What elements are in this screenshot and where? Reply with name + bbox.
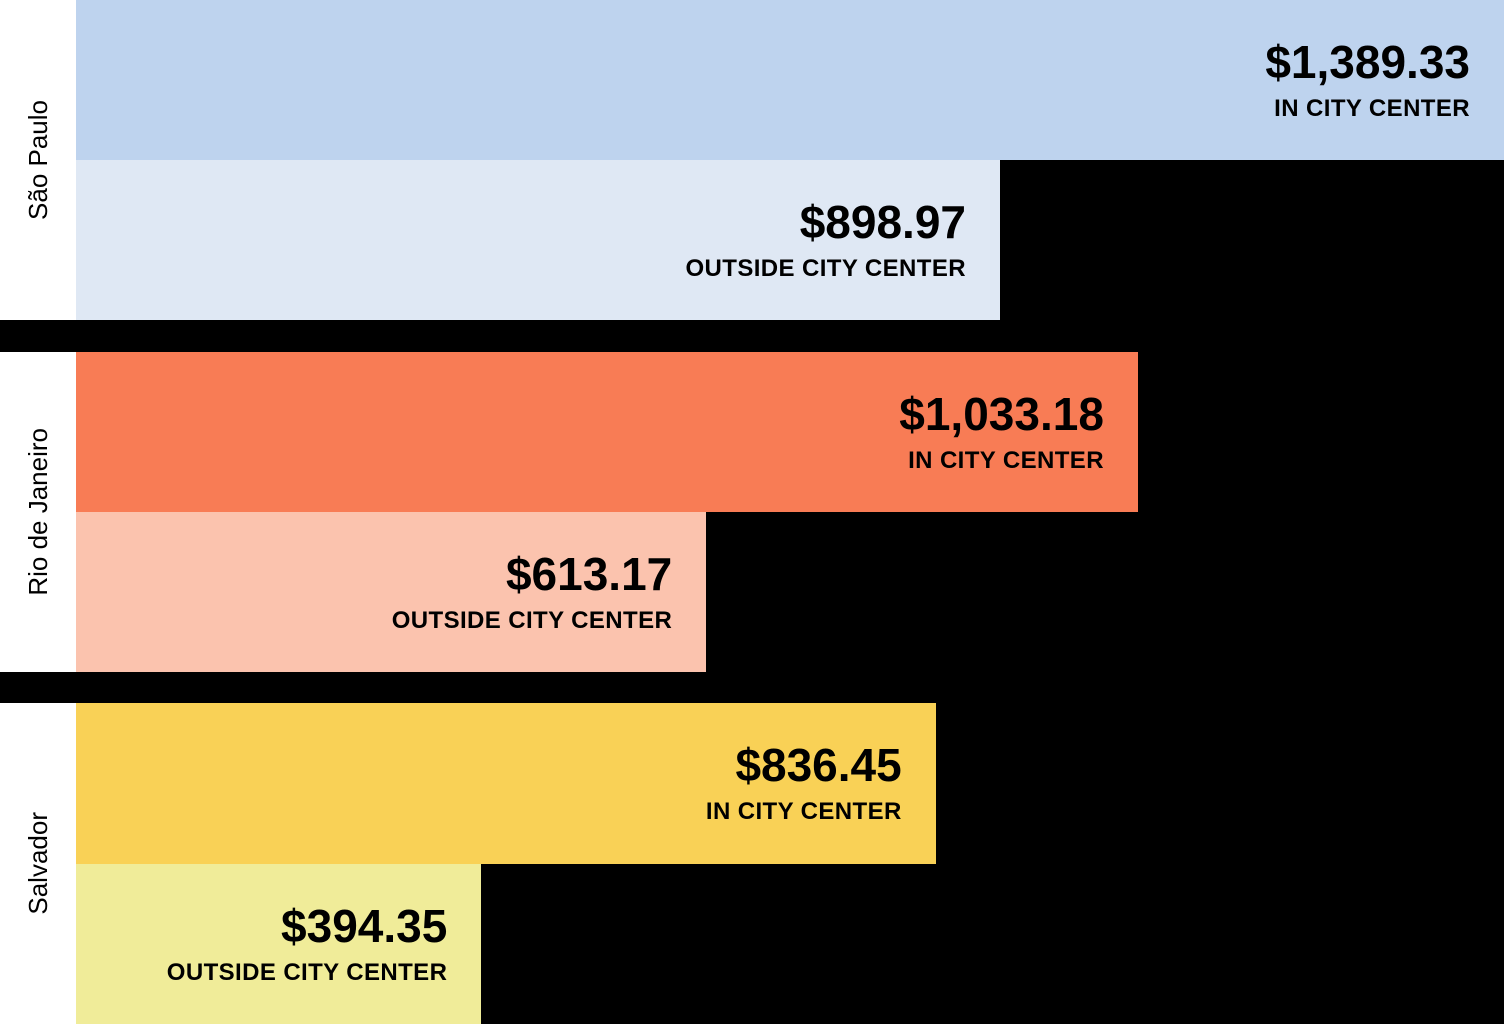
bar-series-label: OUTSIDE CITY CENTER: [685, 254, 966, 282]
bar-series-label: IN CITY CENTER: [1274, 94, 1470, 122]
city-label: São Paulo: [22, 100, 53, 220]
bar-series-label: OUTSIDE CITY CENTER: [166, 958, 448, 986]
city-group-salvador: Salvador $836.45 IN CITY CENTER $394.35 …: [0, 703, 1504, 1024]
bar-value-label: $836.45: [735, 739, 902, 792]
bars-column: $1,389.33 IN CITY CENTER $898.97 OUTSIDE…: [76, 0, 1504, 320]
bar-in-city-center: $1,389.33 IN CITY CENTER: [76, 0, 1504, 160]
bar-outside-city-center: $394.35 OUTSIDE CITY CENTER: [76, 863, 482, 1024]
bar-outside-city-center: $898.97 OUTSIDE CITY CENTER: [76, 160, 1000, 320]
bar-series-label: IN CITY CENTER: [908, 446, 1104, 474]
bar-in-city-center: $1,033.18 IN CITY CENTER: [76, 352, 1138, 512]
bar-value-label: $1,033.18: [899, 388, 1104, 441]
bars-column: $836.45 IN CITY CENTER $394.35 OUTSIDE C…: [76, 703, 1504, 1024]
bar-value-label: $613.17: [505, 548, 673, 601]
bar-outside-city-center: $613.17 OUTSIDE CITY CENTER: [76, 512, 707, 672]
city-axis-strip: Rio de Janeiro: [0, 352, 76, 672]
city-group-rio-de-janeiro: Rio de Janeiro $1,033.18 IN CITY CENTER …: [0, 352, 1504, 672]
city-axis-strip: Salvador: [0, 703, 76, 1024]
city-group-sao-paulo: São Paulo $1,389.33 IN CITY CENTER $898.…: [0, 0, 1504, 320]
bar-value-label: $394.35: [281, 899, 448, 952]
bar-value-label: $898.97: [799, 196, 966, 249]
city-label: Rio de Janeiro: [22, 428, 53, 596]
city-axis-strip: São Paulo: [0, 0, 76, 320]
bar-in-city-center: $836.45 IN CITY CENTER: [76, 703, 936, 864]
bars-column: $1,033.18 IN CITY CENTER $613.17 OUTSIDE…: [76, 352, 1504, 672]
bar-series-label: IN CITY CENTER: [705, 798, 902, 826]
city-label: Salvador: [22, 812, 53, 915]
bar-value-label: $1,389.33: [1265, 36, 1470, 89]
bar-series-label: OUTSIDE CITY CENTER: [391, 606, 673, 634]
